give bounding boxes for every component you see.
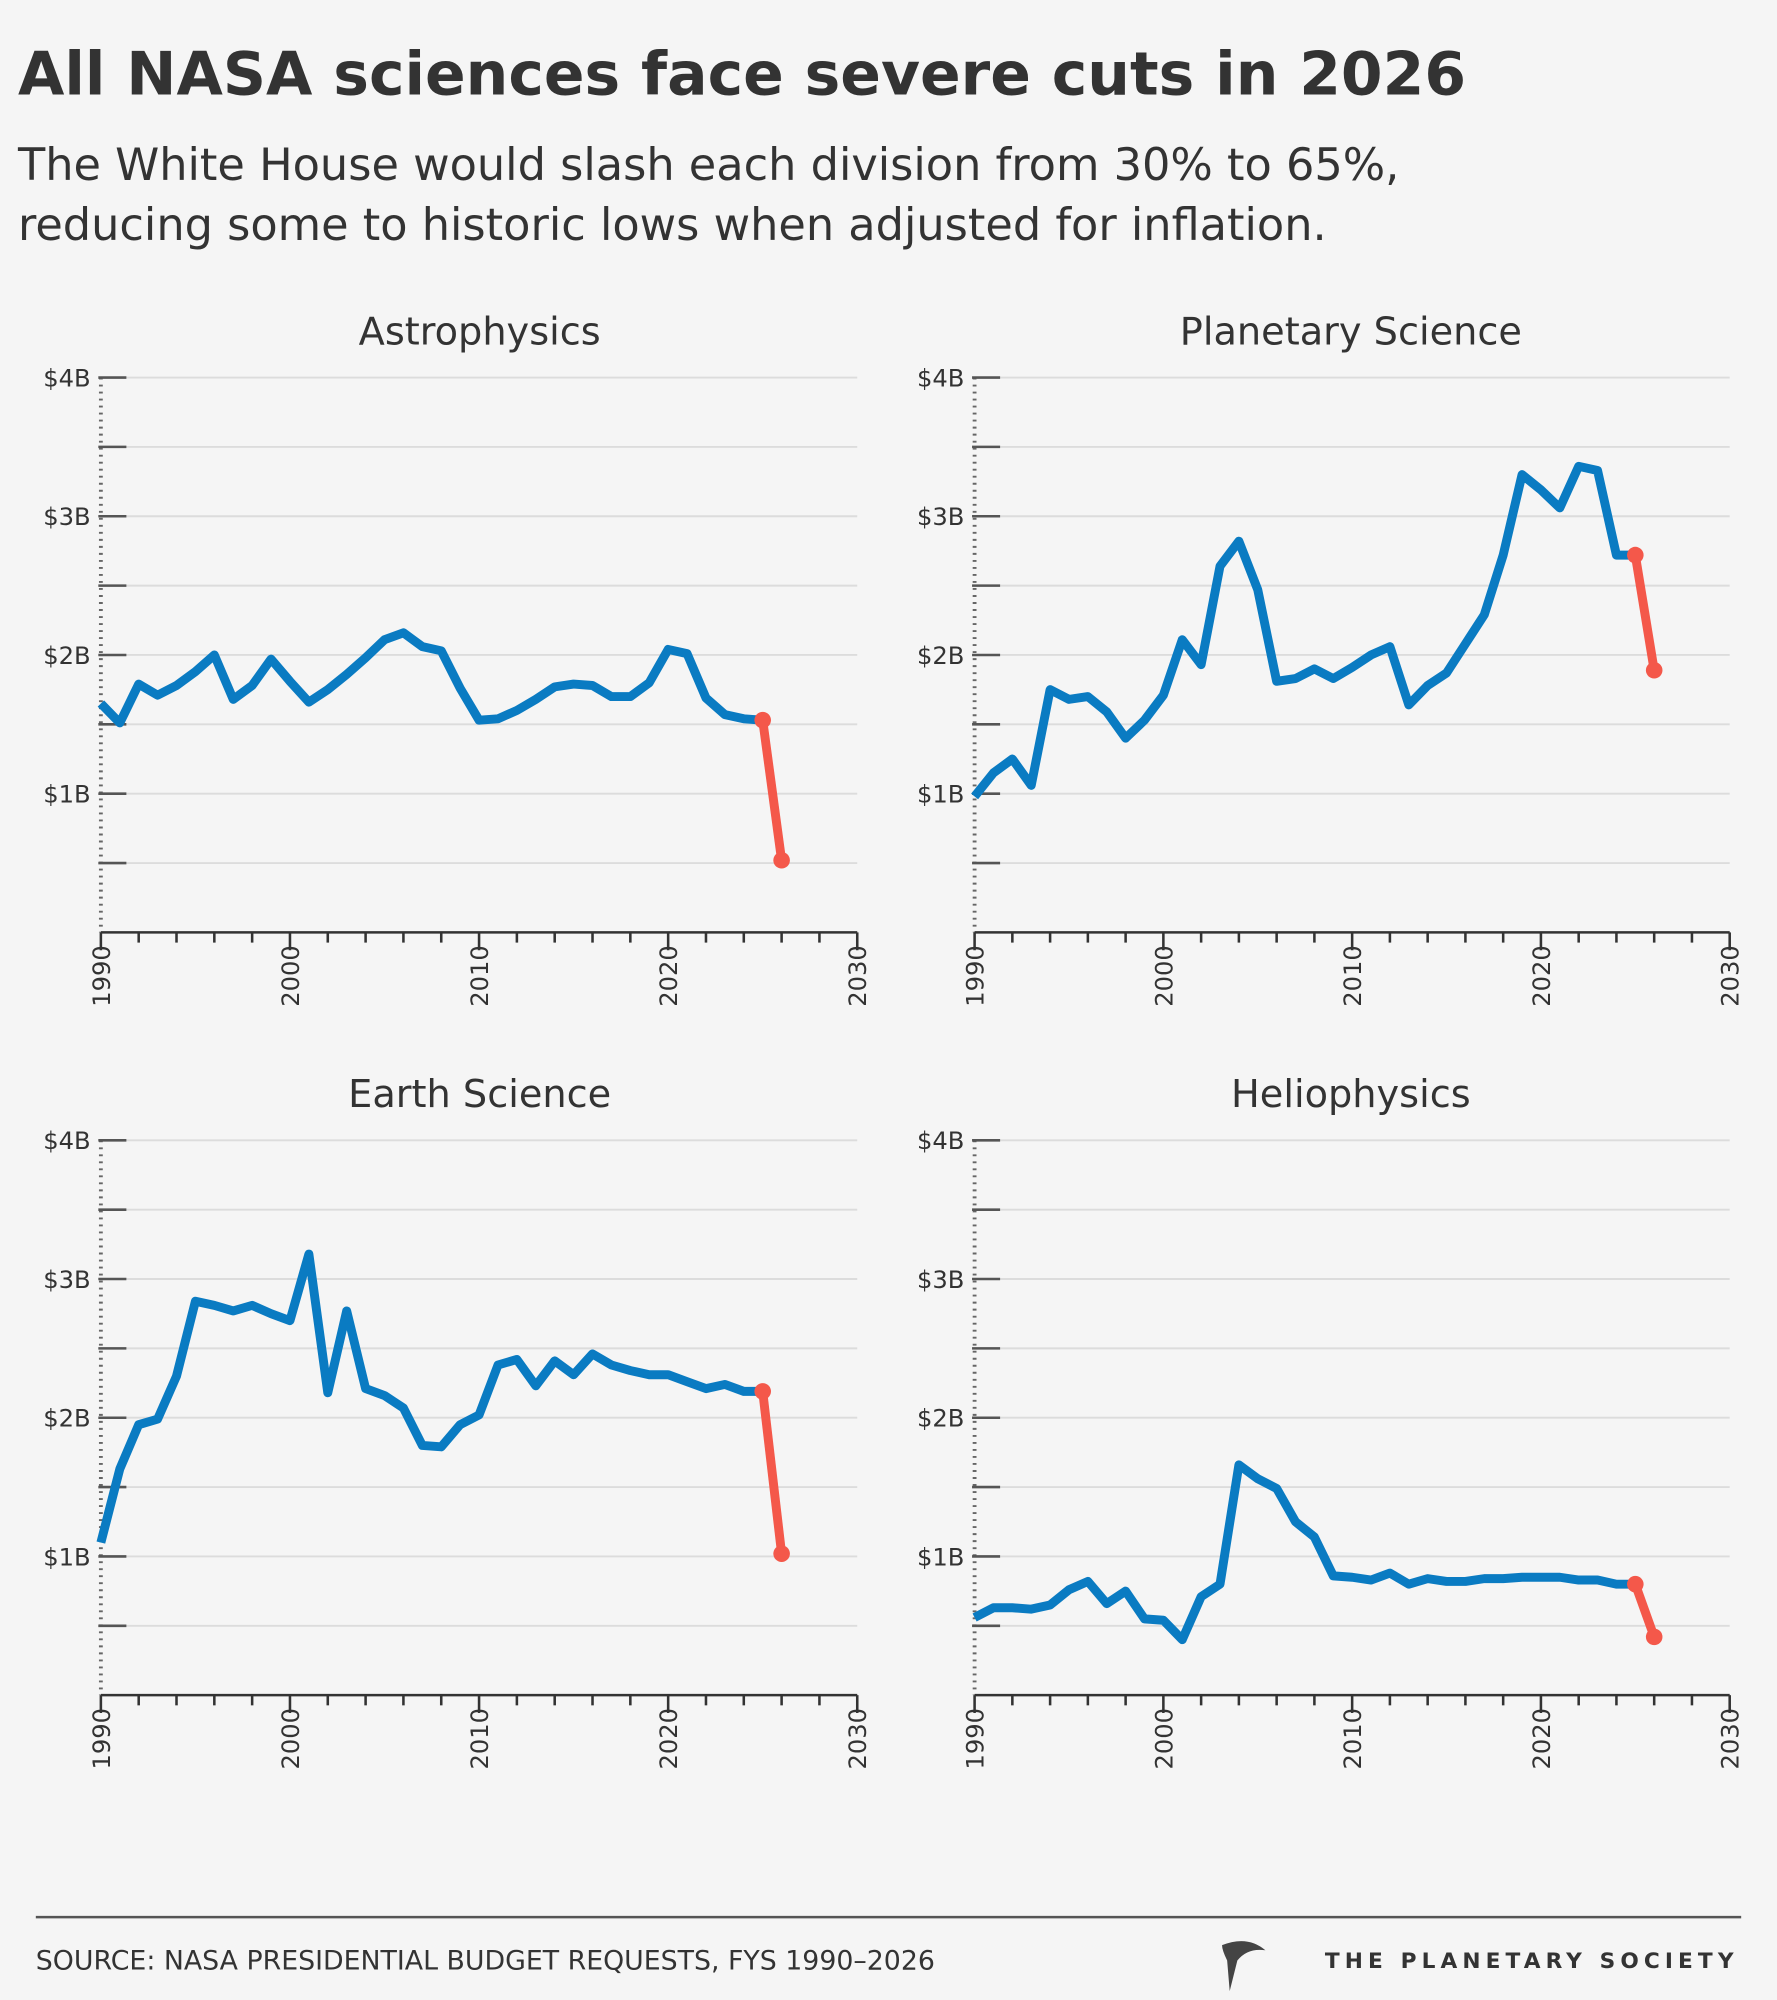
x-tick-label: 2010 xyxy=(1339,1708,1367,1770)
y-tick-label: $4B xyxy=(43,1127,90,1155)
y-tick-label: $4B xyxy=(917,364,964,392)
series-line xyxy=(971,461,1636,800)
point xyxy=(1627,546,1644,564)
series-line xyxy=(758,1390,787,1555)
logo: THE PLANETARY SOCIETY xyxy=(1325,1949,1739,1974)
source: SOURCE: NASA PRESIDENTIAL BUDGET REQUEST… xyxy=(36,1945,935,1976)
x-tick-label: 2020 xyxy=(1528,1708,1556,1770)
x-tick-label: 1990 xyxy=(962,945,990,1007)
x-tick-label: 2010 xyxy=(466,1708,494,1770)
y-tick-label: $1B xyxy=(917,1543,964,1571)
y-tick-label: $3B xyxy=(917,503,964,531)
panel-title: Planetary Science xyxy=(1180,309,1522,354)
x-tick-label: 2020 xyxy=(1528,945,1556,1007)
subtitle: reducing some to historic lows when adju… xyxy=(18,199,1327,251)
series-line xyxy=(758,719,787,861)
x-tick-label: 2020 xyxy=(655,945,683,1007)
panel-title: Astrophysics xyxy=(359,309,601,354)
x-tick-label: 2000 xyxy=(277,945,305,1007)
panel-title: Earth Science xyxy=(348,1072,611,1117)
y-tick-label: $3B xyxy=(43,1266,90,1294)
point xyxy=(773,851,790,869)
series-line xyxy=(1631,1582,1659,1639)
panel-title: Heliophysics xyxy=(1231,1072,1471,1117)
x-tick-label: 1990 xyxy=(88,945,116,1007)
y-tick-label: $1B xyxy=(917,781,964,809)
subtitle: The White House would slash each divisio… xyxy=(17,139,1399,191)
series-line xyxy=(96,1249,763,1544)
x-tick-label: 1990 xyxy=(962,1708,990,1770)
point xyxy=(1645,661,1663,679)
y-tick-label: $4B xyxy=(917,1127,964,1155)
x-tick-label: 2030 xyxy=(844,945,872,1007)
y-tick-label: $2B xyxy=(917,642,964,670)
x-tick-label: 2030 xyxy=(1717,945,1745,1007)
series-line xyxy=(1630,554,1659,671)
x-tick-label: 2000 xyxy=(1150,945,1178,1007)
y-tick-label: $2B xyxy=(917,1405,964,1433)
x-tick-label: 2030 xyxy=(844,1708,872,1770)
x-tick-label: 2000 xyxy=(277,1708,305,1770)
point xyxy=(1645,1628,1663,1646)
x-tick-label: 2010 xyxy=(1339,945,1367,1007)
point xyxy=(1627,1575,1644,1593)
x-tick-label: 2030 xyxy=(1717,1708,1745,1770)
y-tick-label: $1B xyxy=(43,781,90,809)
x-tick-label: 1990 xyxy=(88,1708,116,1770)
x-tick-label: 2020 xyxy=(655,1708,683,1770)
y-tick-label: $2B xyxy=(43,1405,90,1433)
y-tick-label: $1B xyxy=(43,1543,90,1571)
series-line xyxy=(972,1460,1636,1645)
point xyxy=(754,711,771,729)
y-tick-label: $2B xyxy=(43,642,90,670)
logo-mark xyxy=(1222,1941,1266,1992)
y-tick-label: $4B xyxy=(43,364,90,392)
x-tick-label: 2010 xyxy=(466,945,494,1007)
series-line xyxy=(97,628,764,728)
title: All NASA sciences face severe cuts in 20… xyxy=(18,39,1466,109)
point xyxy=(773,1545,790,1562)
point xyxy=(754,1383,771,1400)
y-tick-label: $3B xyxy=(917,1266,964,1294)
y-tick-label: $3B xyxy=(43,503,90,531)
x-tick-label: 2000 xyxy=(1150,1708,1178,1770)
